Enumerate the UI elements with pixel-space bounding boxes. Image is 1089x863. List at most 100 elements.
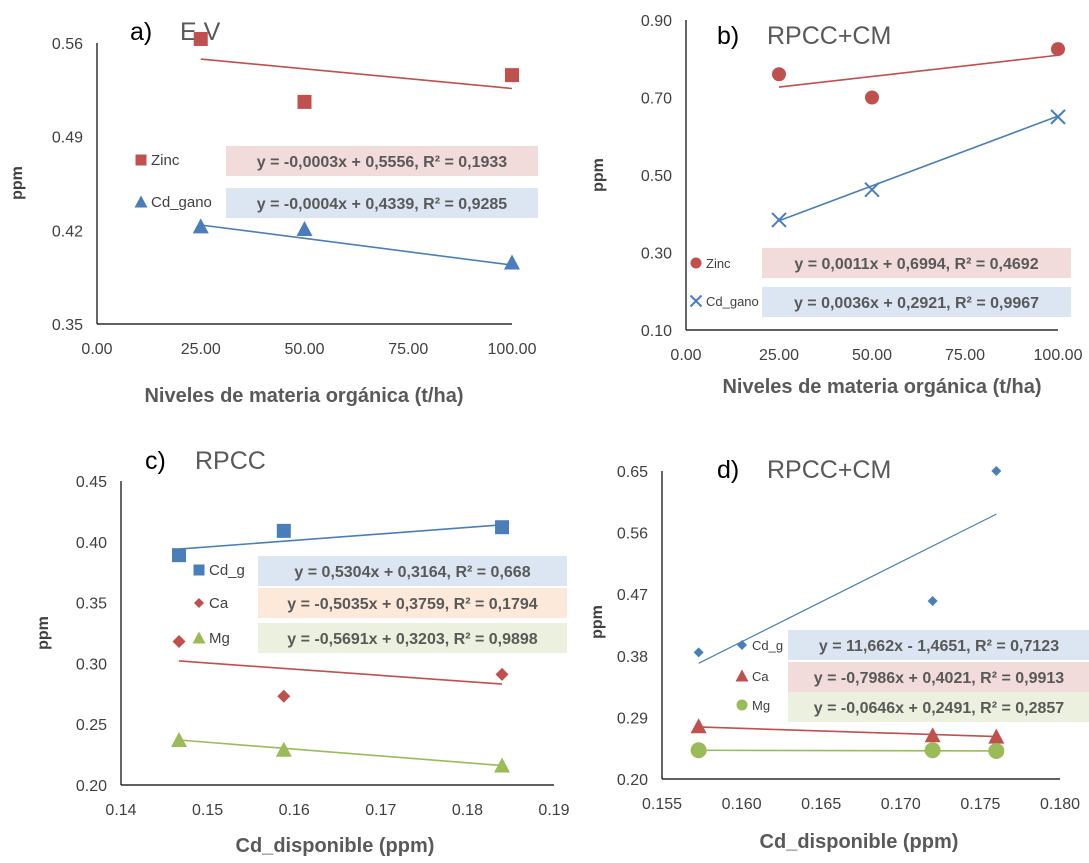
legend-label: Cd_g bbox=[752, 638, 783, 653]
series-cd-g: Cd_g y = 0,5304x + 0,3164, R² = 0,668 bbox=[172, 520, 567, 586]
legend-marker bbox=[736, 699, 748, 711]
y-axis-label: ppm bbox=[35, 616, 52, 650]
series-mg: Mg y = -0,0646x + 0,2491, R² = 0,2857 bbox=[690, 692, 1089, 759]
chart-title: RPCC+CM bbox=[767, 456, 891, 484]
data-point bbox=[927, 596, 938, 607]
trendline-equation: y = -0,7986x + 0,4021, R² = 0,9913 bbox=[814, 670, 1065, 687]
trendline bbox=[698, 513, 997, 664]
data-point bbox=[277, 689, 291, 703]
data-point bbox=[495, 520, 510, 535]
trendline bbox=[178, 739, 503, 767]
trendline bbox=[778, 54, 1059, 88]
data-point bbox=[865, 90, 879, 105]
legend-label: Cd_gano bbox=[706, 294, 759, 309]
y-tick-label: 0.65 bbox=[617, 464, 648, 481]
x-tick-label: 75.00 bbox=[945, 347, 985, 364]
trendline-equation: y = -0,5035x + 0,3759, R² = 0,1794 bbox=[287, 596, 538, 613]
data-point bbox=[192, 218, 209, 234]
equation-box bbox=[788, 692, 1089, 722]
legend-marker bbox=[690, 257, 702, 269]
data-point bbox=[772, 67, 786, 82]
trendline-equation: y = -0,5691x + 0,3203, R² = 0,9898 bbox=[287, 631, 538, 648]
x-tick-label: 0.00 bbox=[670, 347, 701, 364]
trendline bbox=[178, 660, 503, 685]
y-tick-label: 0.50 bbox=[641, 168, 672, 185]
x-tick-label: 0.175 bbox=[960, 796, 1000, 813]
series-cd-gano: Cd_gano y = -0,0004x + 0,4339, R² = 0,928… bbox=[134, 188, 538, 270]
y-tick-label: 0.70 bbox=[641, 91, 672, 108]
y-tick-label: 0.56 bbox=[52, 36, 83, 53]
data-point bbox=[276, 523, 291, 538]
legend-label: Cd_gano bbox=[151, 194, 212, 211]
data-point bbox=[297, 94, 312, 109]
trendline-equation: y = 0,5304x + 0,3164, R² = 0,668 bbox=[294, 564, 530, 581]
trendline-equation: y = 11,662x - 1,4651, R² = 0,7123 bbox=[819, 638, 1059, 655]
equation-box bbox=[762, 287, 1071, 317]
y-tick-label: 0.25 bbox=[76, 717, 107, 734]
data-point bbox=[1050, 109, 1066, 125]
x-tick-label: 0.17 bbox=[365, 802, 396, 819]
x-axis-label: Niveles de materia orgánica (t/ha) bbox=[144, 385, 463, 407]
x-tick-label: 100.00 bbox=[1034, 347, 1083, 364]
x-axis-label: Niveles de materia orgánica (t/ha) bbox=[722, 376, 1041, 398]
data-point bbox=[991, 466, 1002, 476]
legend-marker bbox=[737, 640, 747, 650]
x-axis-label: Cd_disponible (ppm) bbox=[760, 831, 959, 853]
y-tick-label: 0.35 bbox=[76, 596, 107, 613]
y-tick-label: 0.45 bbox=[76, 474, 107, 491]
chart-panel-3: 0.14 0.15 0.16 0.17 0.18 0.19 0.20 0.25 0.30 0.35… bbox=[35, 447, 570, 857]
data-point bbox=[275, 741, 292, 757]
data-point bbox=[171, 732, 188, 748]
data-point bbox=[494, 757, 511, 773]
series-cd-g: Cd_g y = 11,662x - 1,4651, R² = 0,7123 bbox=[693, 466, 1089, 664]
legend-label: Zinc bbox=[151, 152, 180, 169]
x-tick-label: 0.19 bbox=[538, 802, 569, 819]
legend-marker bbox=[193, 564, 205, 576]
y-tick-label: 0.47 bbox=[617, 587, 648, 604]
trendline bbox=[178, 523, 503, 550]
chart-title: RPCC bbox=[195, 447, 266, 475]
legend-label: Mg bbox=[209, 630, 230, 647]
x-axis-label: Cd_disponible (ppm) bbox=[236, 835, 435, 857]
legend-marker bbox=[194, 598, 204, 608]
series-ca: Ca y = -0,7986x + 0,4021, R² = 0,9913 bbox=[690, 662, 1089, 744]
panel-label: c) bbox=[145, 447, 166, 475]
data-point bbox=[693, 647, 704, 658]
equation-box bbox=[762, 248, 1071, 278]
data-point bbox=[988, 728, 1005, 744]
data-point bbox=[193, 31, 208, 46]
y-tick-label: 0.56 bbox=[617, 526, 648, 543]
equation-box bbox=[788, 662, 1089, 692]
y-tick-label: 0.35 bbox=[52, 317, 83, 334]
data-point bbox=[296, 220, 313, 236]
x-tick-label: 0.15 bbox=[192, 802, 223, 819]
y-tick-label: 0.38 bbox=[617, 649, 648, 666]
x-tick-label: 50.00 bbox=[852, 347, 892, 364]
y-tick-label: 0.40 bbox=[76, 535, 107, 552]
panel-label: a) bbox=[130, 18, 152, 46]
legend-marker bbox=[735, 669, 749, 682]
series-ca: Ca y = -0,5035x + 0,3759, R² = 0,1794 bbox=[172, 588, 567, 703]
legend-marker bbox=[689, 294, 703, 308]
data-point bbox=[172, 635, 186, 649]
trendline-equation: y = 0,0036x + 0,2921, R² = 0,9967 bbox=[794, 295, 1039, 312]
legend-label: Ca bbox=[752, 669, 769, 684]
y-tick-label: 0.30 bbox=[641, 246, 672, 263]
series-mg: Mg y = -0,5691x + 0,3203, R² = 0,9898 bbox=[171, 623, 567, 773]
y-tick-label: 0.10 bbox=[641, 323, 672, 340]
trendline-equation: y = -0,0004x + 0,4339, R² = 0,9285 bbox=[257, 196, 508, 213]
x-tick-label: 25.00 bbox=[759, 347, 799, 364]
chart-panel-2: 0.00 25.00 50.00 75.00 100.00 0.10 0.30 0.50 0.7… bbox=[590, 13, 1083, 398]
x-tick-label: 50.00 bbox=[284, 341, 324, 358]
legend-marker bbox=[134, 195, 148, 208]
data-point bbox=[504, 254, 520, 270]
legend-label: Cd_g bbox=[209, 562, 245, 579]
x-tick-label: 0.16 bbox=[279, 802, 310, 819]
x-tick-label: 75.00 bbox=[388, 341, 428, 358]
series-zinc: Zinc y = 0,0011x + 0,6994, R² = 0,4692 bbox=[690, 42, 1071, 278]
y-axis-label: ppm bbox=[589, 605, 606, 639]
y-tick-label: 0.29 bbox=[617, 710, 648, 727]
trendline bbox=[200, 224, 513, 266]
data-point bbox=[495, 667, 509, 681]
